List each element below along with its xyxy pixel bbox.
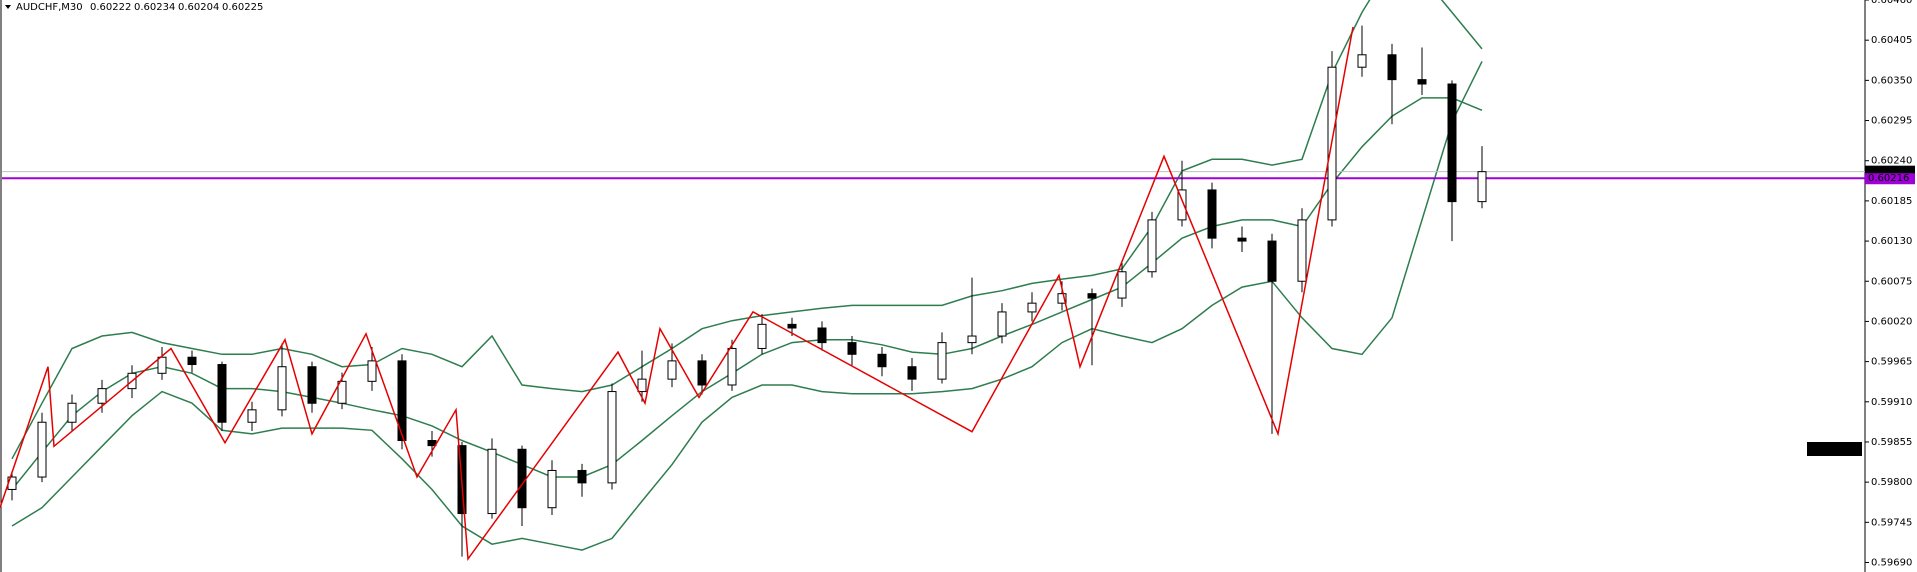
- zigzag-line: [0, 26, 1354, 561]
- candle-body: [247, 409, 257, 423]
- y-tick-label: 0.59800: [1871, 477, 1912, 488]
- badge-box: [1807, 442, 1862, 456]
- y-tick-label: 0.60405: [1871, 35, 1912, 46]
- candle-body: [157, 356, 167, 374]
- candle-body: [1357, 54, 1367, 68]
- y-tick-label: 0.60130: [1871, 236, 1912, 247]
- candle-body: [547, 469, 557, 509]
- candle-body: [37, 421, 47, 478]
- candle-body: [937, 342, 947, 380]
- candle-body: [847, 342, 857, 355]
- candle-body: [307, 366, 317, 404]
- quote-value: 0.60234: [134, 2, 175, 13]
- last-price-label: 0.60225: [1868, 167, 1909, 178]
- candle-body: [1447, 83, 1457, 203]
- price-axis: 0.60460 0.60405 0.60350 0.60295 0.60240 0.601…: [1807, 0, 1915, 569]
- candle-body: [727, 347, 737, 386]
- candle-body: [397, 360, 407, 442]
- candle-body: [787, 323, 797, 329]
- menu-arrow: [5, 5, 11, 9]
- y-tick-label: 0.60020: [1871, 316, 1912, 327]
- bollinger-band: [11, 61, 1483, 551]
- candle-body: [277, 366, 287, 411]
- y-tick-label: 0.59745: [1871, 517, 1912, 528]
- y-tick-label: 0.60240: [1871, 156, 1912, 167]
- y-tick-label: 0.60295: [1871, 116, 1912, 127]
- y-tick-label: 0.60350: [1871, 75, 1912, 86]
- candle-body: [697, 360, 707, 386]
- candle-body: [1267, 240, 1277, 282]
- candle-body: [1177, 189, 1187, 221]
- candle-body: [337, 380, 347, 404]
- candle-body: [1297, 219, 1307, 282]
- quote-value: 0.60225: [222, 2, 263, 13]
- candle-body: [577, 469, 587, 484]
- level-box: [1865, 173, 1915, 185]
- badge-label: BB ON: [1818, 444, 1850, 455]
- candle-body: [667, 360, 677, 380]
- candle-body: [217, 364, 227, 423]
- candle-body: [1237, 237, 1247, 242]
- candle-body: [1147, 219, 1157, 273]
- candle-body: [907, 366, 917, 380]
- quote-value: 0.60222: [90, 2, 131, 13]
- candle-body: [367, 360, 377, 382]
- candle-body: [1207, 189, 1217, 239]
- candle-body: [877, 353, 887, 368]
- candle-body: [997, 311, 1007, 337]
- symbol-title: AUDCHF,M30: [16, 2, 83, 13]
- y-tick-label: 0.60460: [1871, 0, 1912, 6]
- y-tick-label: 0.59855: [1871, 437, 1912, 448]
- candle-body: [187, 356, 197, 366]
- bollinger-band: [11, 0, 1483, 460]
- candle-body: [1477, 171, 1487, 203]
- candle-body: [637, 378, 647, 393]
- level-label: 0.60216: [1868, 173, 1909, 184]
- candle-body: [1417, 79, 1427, 85]
- y-tick-label: 0.59910: [1871, 397, 1912, 408]
- y-tick-label: 0.60185: [1871, 196, 1912, 207]
- candle-body: [97, 388, 107, 404]
- candle-body: [1117, 271, 1127, 299]
- candle-body: [757, 323, 767, 349]
- y-tick-label: 0.59965: [1871, 357, 1912, 368]
- candle-body: [517, 448, 527, 509]
- candle-body: [967, 335, 977, 344]
- plot-area: [0, 0, 1865, 561]
- candle-body: [1027, 302, 1037, 313]
- candle-body: [67, 402, 77, 423]
- quote-value: 0.60204: [178, 2, 219, 13]
- candle-body: [487, 448, 497, 515]
- y-tick-label: 0.60075: [1871, 276, 1912, 287]
- candle-body: [1387, 54, 1397, 81]
- header: AUDCHF,M30 0.60222 0.60234 0.60204 0.60225: [5, 2, 263, 13]
- candle-body: [1087, 293, 1097, 299]
- candle-body: [607, 391, 617, 484]
- candle-body: [817, 327, 827, 344]
- y-tick-label: 0.59690: [1871, 558, 1912, 569]
- candle-body: [1057, 293, 1067, 304]
